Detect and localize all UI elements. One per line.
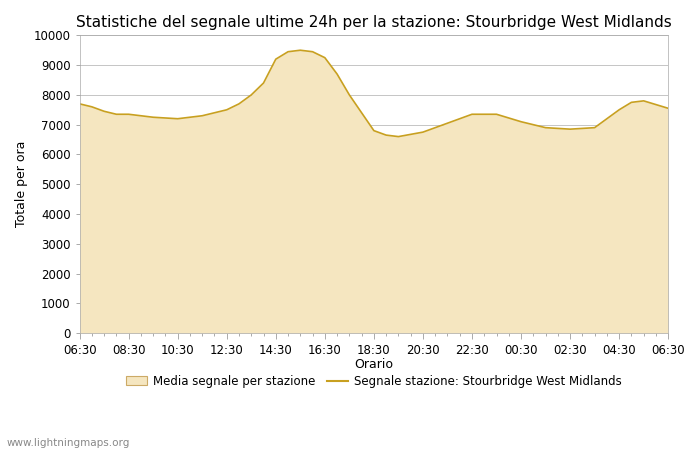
X-axis label: Orario: Orario bbox=[354, 358, 393, 371]
Text: www.lightningmaps.org: www.lightningmaps.org bbox=[7, 438, 130, 448]
Legend: Media segnale per stazione, Segnale stazione: Stourbridge West Midlands: Media segnale per stazione, Segnale staz… bbox=[121, 370, 626, 393]
Title: Statistiche del segnale ultime 24h per la stazione: Stourbridge West Midlands: Statistiche del segnale ultime 24h per l… bbox=[76, 15, 672, 30]
Y-axis label: Totale per ora: Totale per ora bbox=[15, 141, 28, 227]
